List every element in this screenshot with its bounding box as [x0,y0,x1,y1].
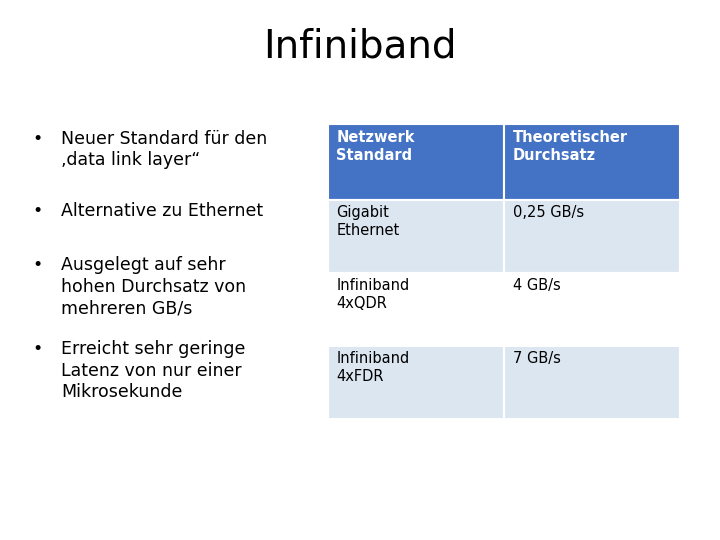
Text: •: • [32,340,42,358]
Text: Infiniband: Infiniband [264,27,456,65]
FancyBboxPatch shape [504,200,680,273]
Text: Alternative zu Ethernet: Alternative zu Ethernet [61,202,264,220]
FancyBboxPatch shape [328,124,504,200]
FancyBboxPatch shape [504,273,680,346]
FancyBboxPatch shape [504,124,680,200]
Text: Ausgelegt auf sehr
hohen Durchsatz von
mehreren GB/s: Ausgelegt auf sehr hohen Durchsatz von m… [61,256,246,318]
Text: •: • [32,130,42,147]
FancyBboxPatch shape [504,346,680,418]
Text: Theoretischer
Durchsatz: Theoretischer Durchsatz [513,130,628,163]
Text: 7 GB/s: 7 GB/s [513,351,560,366]
Text: •: • [32,202,42,220]
Text: Infiniband
4xQDR: Infiniband 4xQDR [336,278,410,311]
Text: Netzwerk
Standard: Netzwerk Standard [336,130,415,163]
FancyBboxPatch shape [328,273,504,346]
Text: Gigabit
Ethernet: Gigabit Ethernet [336,205,400,238]
FancyBboxPatch shape [328,200,504,273]
FancyBboxPatch shape [328,346,504,418]
Text: Infiniband
4xFDR: Infiniband 4xFDR [336,351,410,384]
Text: 4 GB/s: 4 GB/s [513,278,560,293]
Text: Erreicht sehr geringe
Latenz von nur einer
Mikrosekunde: Erreicht sehr geringe Latenz von nur ein… [61,340,246,401]
Text: 0,25 GB/s: 0,25 GB/s [513,205,584,220]
Text: •: • [32,256,42,274]
Text: Neuer Standard für den
‚data link layer“: Neuer Standard für den ‚data link layer“ [61,130,267,169]
